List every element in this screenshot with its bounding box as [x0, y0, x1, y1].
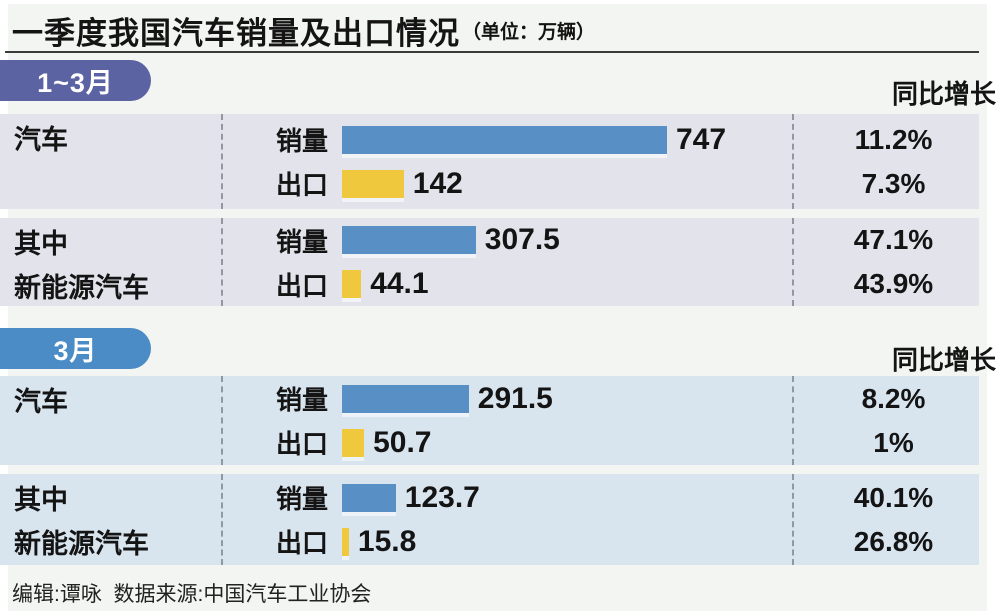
bar-row-sales: 销量 123.7: [223, 478, 792, 518]
credits-footer: 编辑:谭咏 数据来源:中国汽车工业协会: [12, 583, 372, 606]
bar-label: 出口: [276, 170, 329, 200]
bar-row-sales: 销量 307.5: [223, 220, 792, 260]
category-column: 汽车: [0, 114, 221, 209]
category-line: 新能源汽车: [14, 273, 149, 303]
page-title-wrap: 一季度我国汽车销量及出口情况 （单位：万辆）: [12, 8, 595, 53]
bar-value: 747: [676, 122, 727, 156]
export-bar: [342, 428, 365, 457]
bar-value: 142: [412, 166, 463, 200]
category-line: 汽车: [14, 125, 68, 155]
yoy-column: 40.1% 26.8%: [792, 474, 979, 565]
bar-value: 307.5: [484, 223, 560, 256]
bar-row-sales: 销量 747: [223, 120, 792, 160]
bar-label: 销量: [276, 126, 329, 156]
bar-label: 出口: [276, 429, 329, 459]
bar-value: 123.7: [404, 480, 480, 514]
bar-label: 出口: [276, 270, 329, 301]
bar-value: 15.8: [357, 524, 417, 558]
yoy-value: 40.1%: [853, 481, 934, 513]
group-autos-q1: 汽车 销量 747 出口 142 11.2% 7.3%: [0, 114, 979, 209]
bar-value: 44.1: [370, 267, 429, 300]
bar-label: 销量: [276, 385, 329, 415]
bars-column: 销量 307.5 出口 44.1: [221, 218, 792, 306]
group-nev-march: 其中 新能源汽车 销量 123.7 出口 15.8 40.1% 26.8%: [0, 474, 979, 565]
section1-yoy-header: 同比增长: [891, 79, 996, 109]
category-line: 新能源汽车: [14, 529, 149, 559]
sales-bar: [342, 226, 476, 254]
yoy-column: 47.1% 43.9%: [792, 218, 979, 306]
page-title: 一季度我国汽车销量及出口情况: [12, 16, 460, 51]
export-bar: [342, 270, 362, 298]
group-autos-march: 汽车 销量 291.5 出口 50.7 8.2% 1%: [0, 376, 979, 465]
bar-value: 50.7: [373, 425, 432, 459]
bar-row-export: 出口 15.8: [223, 522, 792, 562]
category-column: 汽车: [0, 376, 221, 465]
bar-row-export: 出口 44.1: [223, 264, 792, 304]
bar-value: 291.5: [477, 381, 553, 415]
title-unit-label: （单位：万辆）: [462, 22, 596, 43]
yoy-column: 8.2% 1%: [792, 376, 979, 465]
export-bar: [342, 527, 349, 556]
category-column: 其中 新能源汽车: [0, 218, 221, 306]
group-nev-q1: 其中 新能源汽车 销量 307.5 出口 44.1 47.1% 43.9%: [0, 218, 979, 306]
bars-column: 销量 291.5 出口 50.7: [221, 376, 792, 465]
category-line: 其中: [14, 485, 68, 515]
title-underline: [5, 51, 979, 53]
section2-yoy-header: 同比增长: [891, 345, 996, 375]
sales-bar: [342, 384, 469, 413]
yoy-value: 1%: [873, 426, 914, 458]
export-bar: [342, 169, 404, 198]
bar-label: 出口: [276, 528, 329, 558]
bar-label: 销量: [276, 484, 329, 514]
sales-bar: [342, 125, 667, 154]
category-line: 汽车: [14, 387, 68, 417]
yoy-column: 11.2% 7.3%: [792, 114, 979, 209]
bar-label: 销量: [276, 226, 329, 257]
bar-row-export: 出口 50.7: [223, 423, 792, 463]
yoy-value: 8.2%: [861, 382, 926, 414]
category-column: 其中 新能源汽车: [0, 474, 221, 565]
yoy-value: 26.8%: [853, 525, 934, 557]
bars-column: 销量 747 出口 142: [221, 114, 792, 209]
yoy-value: 43.9%: [853, 268, 934, 299]
bar-row-export: 出口 142: [223, 164, 792, 204]
bar-row-sales: 销量 291.5: [223, 379, 792, 419]
section1-period-badge: 1~3月: [0, 60, 151, 101]
category-line: 其中: [14, 229, 68, 259]
yoy-value: 7.3%: [861, 167, 926, 199]
sales-bar: [342, 483, 396, 512]
yoy-value: 11.2%: [854, 123, 933, 155]
bars-column: 销量 123.7 出口 15.8: [221, 474, 792, 565]
section2-period-badge: 3月: [0, 328, 151, 369]
yoy-value: 47.1%: [853, 224, 934, 255]
